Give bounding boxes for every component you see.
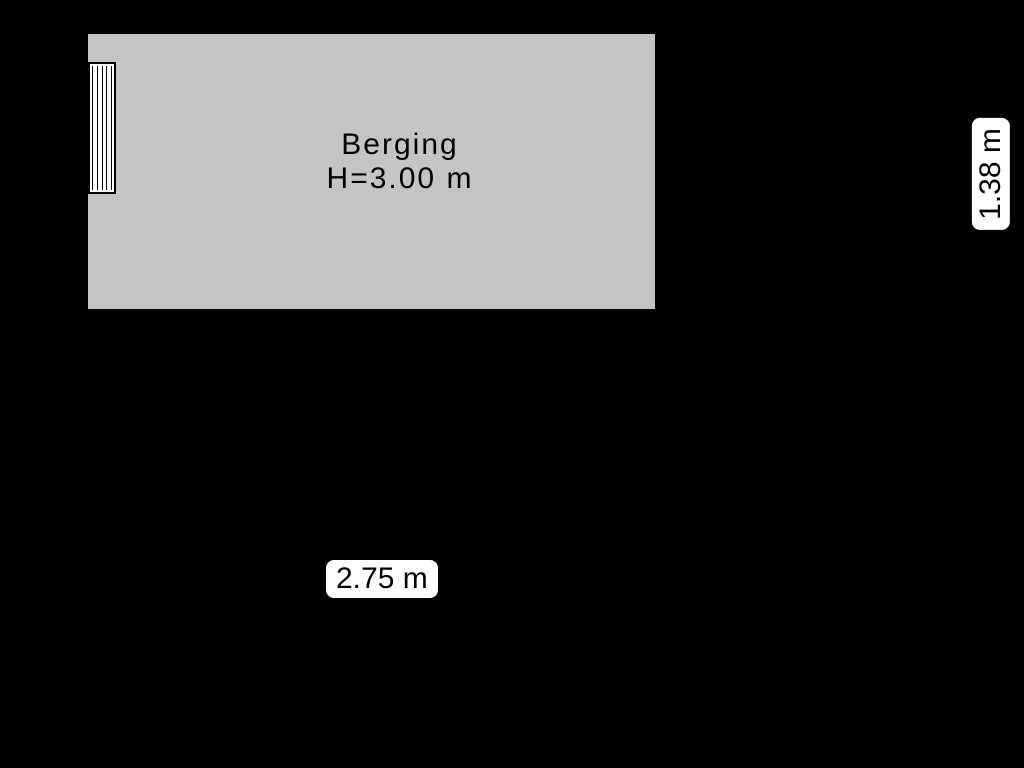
room-name: Berging xyxy=(280,128,520,162)
floorplan-canvas: Berging H=3.00 m 2.75 m 1.38 m xyxy=(0,0,1024,768)
dimension-height-label: 1.38 m xyxy=(972,118,1010,230)
door-stripes xyxy=(92,66,112,190)
room-label: Berging H=3.00 m xyxy=(280,128,520,196)
dimension-width-label: 2.75 m xyxy=(326,560,438,598)
room-height-label: H=3.00 m xyxy=(280,162,520,196)
door-icon xyxy=(88,62,116,194)
